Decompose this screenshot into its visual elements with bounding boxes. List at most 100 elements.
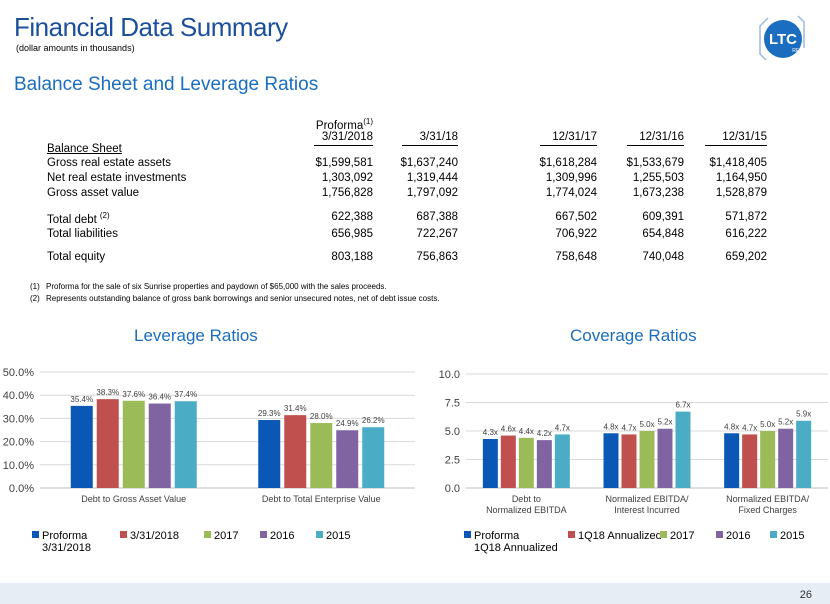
row-label: Total equity <box>47 251 105 263</box>
data-label: 4.7x <box>555 423 570 432</box>
bar <box>482 438 498 488</box>
table-cell: 1,164,950 <box>715 172 767 184</box>
y-tick-label: 50.0% <box>3 367 34 379</box>
coverage-chart-title: Coverage Ratios <box>570 326 697 345</box>
bar <box>148 403 171 488</box>
table-cell: 1,255,503 <box>632 172 684 184</box>
legend-item: 2017 <box>204 530 238 542</box>
proforma-header: Proforma(1) <box>300 117 373 132</box>
x-category-label: Debt to Total Enterprise Value <box>262 494 381 504</box>
legend-item: 2016 <box>260 530 294 542</box>
table-cell: 1,774,024 <box>545 187 597 199</box>
data-label: 4.4x <box>519 427 534 436</box>
page-subtitle: (dollar amounts in thousands) <box>16 43 135 53</box>
bar <box>554 434 570 488</box>
row-note: (2) <box>99 211 110 220</box>
header-rule <box>314 145 373 146</box>
table-cell: 1,303,092 <box>321 172 373 184</box>
row-label-text: Gross asset value <box>47 187 140 199</box>
data-label: 4.2x <box>537 429 552 438</box>
header-rule <box>540 145 597 146</box>
x-category-label: Normalized EBITDA/ <box>726 494 810 504</box>
logo-circle <box>764 20 802 58</box>
table-cell: 1,319,444 <box>406 172 458 184</box>
table-cell: 659,202 <box>725 251 767 263</box>
legend-label: 2016 <box>726 530 751 542</box>
data-label: 35.4% <box>70 395 93 404</box>
bar <box>122 400 145 488</box>
leverage-chart-title: Leverage Ratios <box>134 326 258 345</box>
legend-label: 2017 <box>670 530 695 542</box>
y-tick-label: 7.5 <box>445 398 460 410</box>
y-tick-label: 0.0 <box>445 483 460 495</box>
legend-swatch <box>568 531 575 538</box>
legend-label: 2017 <box>214 530 239 542</box>
data-label: 4.8x <box>603 422 618 431</box>
legend-label: 1Q18 Annualized <box>578 530 662 542</box>
bar <box>778 428 794 488</box>
y-tick-label: 40.0% <box>3 390 34 402</box>
bar <box>362 427 385 488</box>
table-cell: 609,391 <box>642 211 684 223</box>
table-cell: 756,863 <box>416 251 458 263</box>
legend-item: 3/31/2018 <box>120 530 179 542</box>
table-cell: 1,797,092 <box>406 187 458 199</box>
table-cell: 687,388 <box>416 211 458 223</box>
table-cell: 622,388 <box>331 211 373 223</box>
data-label: 6.7x <box>675 401 690 410</box>
y-tick-label: 10.0% <box>3 460 34 472</box>
table-cell: 803,188 <box>331 251 373 263</box>
legend-swatch <box>770 531 777 538</box>
row-label: Gross asset value <box>47 187 139 199</box>
footer-bar <box>0 583 830 604</box>
table-cell: 1,309,996 <box>545 172 597 184</box>
legend-item: Proforma 3/31/2018 <box>32 530 91 554</box>
row-label-text: Total debt <box>47 213 97 226</box>
data-label: 4.6x <box>501 425 516 434</box>
data-label: 4.3x <box>483 428 498 437</box>
data-label: 4.8x <box>724 422 739 431</box>
bar <box>536 440 552 488</box>
bar <box>70 405 93 488</box>
footnote-2: (2) Represents outstanding balance of gro… <box>30 294 440 303</box>
legend-label: 1Q18 Annualized <box>474 542 558 554</box>
footnote-1-text: Proforma for the sale of six Sunrise pro… <box>46 282 387 291</box>
row-label-text: Gross real estate assets <box>47 157 171 169</box>
bar <box>796 420 812 488</box>
legend-swatch <box>660 531 667 538</box>
y-tick-label: 2.5 <box>445 455 460 467</box>
page-number: 26 <box>799 589 812 601</box>
data-label: 26.2% <box>362 416 385 425</box>
table-cell: $1,599,581 <box>315 157 373 169</box>
bar <box>518 437 534 488</box>
proforma-note: (1) <box>363 117 373 126</box>
legend-swatch <box>464 531 471 538</box>
footnote-1: (1) Proforma for the sale of six Sunrise … <box>30 282 387 291</box>
data-label: 24.9% <box>336 419 359 428</box>
table-cell: 758,648 <box>555 251 597 263</box>
x-category-label: Normalized EBITDA/ <box>605 494 689 504</box>
column-header: 12/31/15 <box>722 131 767 143</box>
x-category-label: Debt to <box>512 494 541 504</box>
bar <box>284 415 307 488</box>
row-label: Total debt (2) <box>47 211 110 226</box>
table-cell: 571,872 <box>725 211 767 223</box>
bar <box>500 435 516 488</box>
coverage-ratios-chart: 0.02.55.07.510.04.3x 4.6x 4.4x 4.2x4.7xDebt… <box>439 369 828 515</box>
table-cell: 740,048 <box>642 251 684 263</box>
table-cell: 667,502 <box>555 211 597 223</box>
data-label: 31.4% <box>284 404 307 413</box>
table-cell: 654,848 <box>642 228 684 240</box>
bar <box>336 430 359 488</box>
legend-swatch <box>260 531 267 538</box>
legend-item: 2016 <box>716 530 750 542</box>
column-header: 12/31/17 <box>552 131 597 143</box>
x-category-label: Normalized EBITDA <box>486 505 567 515</box>
legend-swatch <box>120 531 127 538</box>
data-label: 5.0x <box>639 420 654 429</box>
legend-label: Proforma <box>42 530 88 542</box>
legend-item: 2017 <box>660 530 694 542</box>
balance-sheet-label: Balance Sheet <box>47 143 122 155</box>
legend-swatch <box>316 531 323 538</box>
table-cell: $1,418,405 <box>709 157 767 169</box>
